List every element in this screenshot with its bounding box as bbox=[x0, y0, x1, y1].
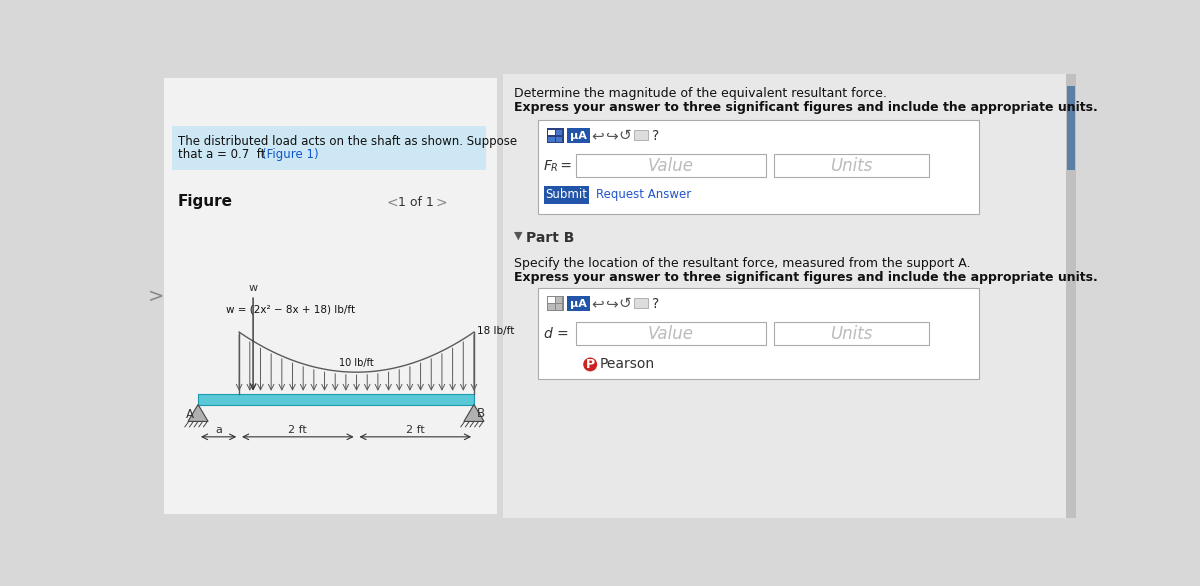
Bar bbox=[538, 120, 979, 214]
Text: >: > bbox=[148, 287, 164, 305]
Bar bbox=[503, 74, 1068, 517]
Bar bbox=[547, 128, 564, 144]
Bar bbox=[634, 130, 648, 141]
Text: (Figure 1): (Figure 1) bbox=[262, 148, 318, 161]
Text: ↩: ↩ bbox=[590, 296, 604, 311]
Text: ?: ? bbox=[652, 297, 659, 311]
Bar bbox=[556, 130, 563, 135]
Bar bbox=[1066, 74, 1076, 517]
Bar bbox=[544, 186, 589, 203]
Bar bbox=[538, 288, 979, 379]
Bar bbox=[576, 154, 766, 178]
Text: ↪: ↪ bbox=[605, 296, 618, 311]
Text: a: a bbox=[215, 425, 222, 435]
Text: The distributed load acts on the shaft as shown. Suppose: The distributed load acts on the shaft a… bbox=[178, 135, 517, 148]
Text: Value: Value bbox=[648, 325, 694, 343]
Text: 1 of 1: 1 of 1 bbox=[398, 196, 434, 209]
Bar bbox=[576, 322, 766, 345]
Polygon shape bbox=[464, 404, 484, 421]
Text: Pearson: Pearson bbox=[600, 357, 655, 372]
Text: Submit: Submit bbox=[545, 188, 587, 201]
Bar bbox=[548, 298, 554, 303]
Text: d =: d = bbox=[544, 326, 569, 340]
Bar bbox=[774, 154, 929, 178]
Text: ▼: ▼ bbox=[515, 230, 523, 240]
Text: ?: ? bbox=[652, 129, 659, 143]
Text: P: P bbox=[586, 358, 595, 371]
Text: 2 ft: 2 ft bbox=[406, 425, 425, 435]
Text: μA: μA bbox=[570, 299, 587, 309]
Text: 10 lb/ft: 10 lb/ft bbox=[340, 357, 374, 367]
Bar bbox=[547, 296, 564, 311]
Text: Specify the location of the resultant force, measured from the support A.: Specify the location of the resultant fo… bbox=[515, 257, 971, 270]
Polygon shape bbox=[188, 404, 208, 421]
Bar bbox=[556, 298, 563, 303]
Text: 2 ft: 2 ft bbox=[288, 425, 307, 435]
Text: Express your answer to three significant figures and include the appropriate uni: Express your answer to three significant… bbox=[515, 101, 1098, 114]
Text: Units: Units bbox=[830, 325, 872, 343]
Text: 18 lb/ft: 18 lb/ft bbox=[478, 326, 515, 336]
Text: B: B bbox=[478, 407, 485, 420]
Text: Units: Units bbox=[830, 157, 872, 175]
Text: A: A bbox=[186, 408, 194, 421]
Text: Figure: Figure bbox=[178, 193, 233, 209]
Bar bbox=[548, 137, 554, 142]
Text: Value: Value bbox=[648, 157, 694, 175]
Text: Determine the magnitude of the equivalent resultant force.: Determine the magnitude of the equivalen… bbox=[515, 87, 887, 100]
Bar bbox=[556, 137, 563, 142]
Text: ↺: ↺ bbox=[618, 296, 631, 311]
Bar bbox=[556, 304, 563, 310]
Text: =: = bbox=[556, 159, 572, 173]
Text: ↺: ↺ bbox=[618, 128, 631, 143]
Bar bbox=[198, 394, 474, 404]
Bar bbox=[548, 130, 554, 135]
Bar bbox=[1067, 86, 1075, 171]
Bar bbox=[548, 304, 554, 310]
Text: w: w bbox=[248, 283, 258, 293]
Bar bbox=[774, 322, 929, 345]
Text: ↩: ↩ bbox=[590, 128, 604, 143]
Text: Express your answer to three significant figures and include the appropriate uni: Express your answer to three significant… bbox=[515, 271, 1098, 284]
Text: w = (2x² − 8x + 18) lb/ft: w = (2x² − 8x + 18) lb/ft bbox=[227, 304, 355, 315]
Bar bbox=[172, 126, 486, 171]
Text: Request Answer: Request Answer bbox=[595, 188, 691, 201]
Bar bbox=[164, 78, 497, 514]
Bar bbox=[566, 128, 590, 144]
Text: <: < bbox=[386, 196, 398, 210]
Text: μA: μA bbox=[570, 131, 587, 141]
Text: ↪: ↪ bbox=[605, 128, 618, 143]
Text: F: F bbox=[544, 159, 552, 173]
Bar bbox=[566, 296, 590, 311]
Text: >: > bbox=[436, 196, 446, 210]
Bar bbox=[634, 298, 648, 308]
Text: R: R bbox=[551, 163, 558, 173]
Circle shape bbox=[583, 357, 598, 372]
Text: Part B: Part B bbox=[526, 231, 575, 246]
Text: that a = 0.7  ft: that a = 0.7 ft bbox=[178, 148, 272, 161]
